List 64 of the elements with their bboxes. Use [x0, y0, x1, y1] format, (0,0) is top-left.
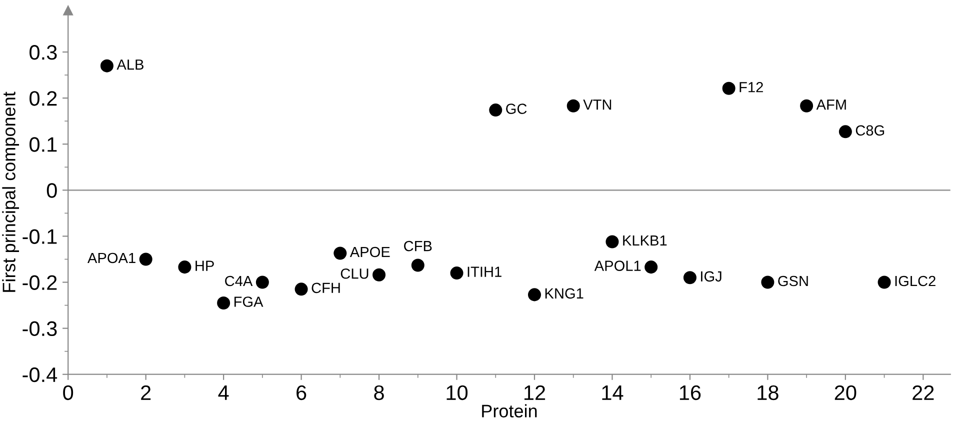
point	[256, 276, 269, 289]
point	[838, 125, 852, 138]
y-tick-label: 0.3	[30, 45, 57, 60]
point	[761, 276, 774, 289]
annotation: VTN	[583, 100, 612, 110]
y-tick-label: -0.2	[22, 275, 57, 290]
point	[489, 104, 502, 117]
annotation: ITIH1	[468, 266, 502, 277]
annotation: APOA1	[87, 252, 136, 264]
annotation: AFM	[816, 100, 846, 110]
annotation: C4A	[225, 276, 253, 286]
annotation: GSN	[778, 276, 808, 286]
x-tick-label: 10	[446, 385, 468, 400]
x-tick-label: 6	[296, 385, 306, 400]
point	[800, 99, 814, 112]
point	[100, 59, 114, 72]
x-tick-label: 2	[141, 385, 151, 400]
y-tick-label: 0.2	[30, 91, 57, 106]
point	[411, 258, 424, 272]
annotation: IGJ	[701, 271, 722, 282]
x-tick-label: 14	[602, 386, 624, 400]
annotation: C8G	[856, 125, 884, 136]
x-tick-label: 18	[758, 385, 778, 400]
point	[566, 99, 580, 112]
y-axis-title: First principal component	[2, 92, 19, 292]
point	[178, 260, 192, 274]
y-tick-label: 0	[46, 183, 57, 198]
y-tick-label: -0.3	[22, 321, 57, 336]
x-axis-title: Protein	[482, 404, 537, 418]
x-tick-label: 12	[524, 385, 546, 400]
point	[878, 276, 891, 289]
y-tick-label: 0.1	[30, 137, 57, 152]
annotation: CFH	[312, 282, 340, 294]
point	[683, 271, 696, 284]
annotation: CFB	[404, 240, 432, 252]
annotation: KLKB1	[623, 235, 667, 246]
x-tick-label: 8	[374, 385, 384, 400]
annotation: HP	[196, 260, 214, 271]
y-tick-label: -0.4	[22, 367, 58, 382]
point	[606, 235, 619, 248]
point	[294, 282, 308, 296]
y-tick-label: -0.1	[22, 229, 57, 244]
annotation: KNG1	[545, 288, 584, 299]
point	[528, 288, 541, 302]
point	[450, 266, 464, 280]
annotation: FGA	[234, 296, 264, 307]
point	[334, 246, 347, 260]
point	[139, 252, 152, 266]
annotation: ALB	[116, 60, 144, 70]
annotation: GC	[506, 104, 527, 114]
point	[217, 296, 230, 310]
annotation: APOE	[350, 246, 390, 258]
annotation: F12	[740, 82, 763, 92]
point	[722, 82, 736, 95]
x-tick-label: 16	[680, 385, 701, 400]
x-tick-label: 20	[834, 385, 856, 400]
x-tick-label: 4	[218, 386, 229, 400]
point	[372, 268, 386, 282]
annotation: APOL1	[594, 260, 641, 271]
annotation: IGLC2	[895, 276, 936, 286]
annotation: CLU	[340, 268, 368, 279]
point	[644, 260, 658, 274]
x-tick-label: 0	[63, 385, 74, 400]
x-tick-label: 22	[912, 385, 934, 400]
